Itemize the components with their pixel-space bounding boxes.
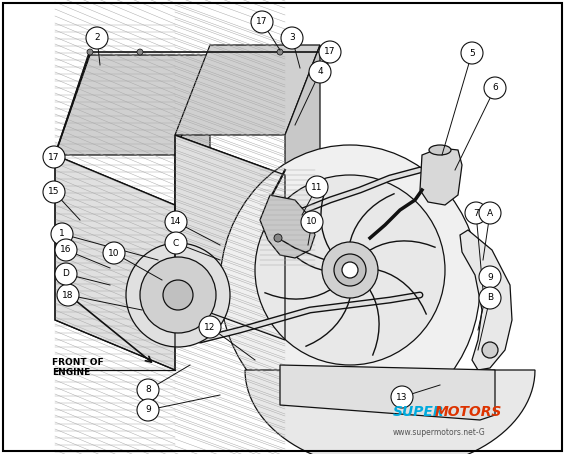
- Polygon shape: [280, 365, 495, 420]
- Polygon shape: [55, 155, 175, 370]
- Circle shape: [57, 284, 79, 306]
- Circle shape: [137, 49, 143, 55]
- Circle shape: [86, 27, 108, 49]
- Circle shape: [301, 211, 323, 233]
- Circle shape: [251, 11, 273, 33]
- Circle shape: [51, 223, 73, 245]
- Circle shape: [277, 49, 283, 55]
- Text: 16: 16: [60, 246, 72, 255]
- Circle shape: [319, 41, 341, 63]
- Circle shape: [484, 77, 506, 99]
- Text: D: D: [63, 270, 69, 278]
- Text: 9: 9: [145, 405, 151, 415]
- Polygon shape: [460, 230, 512, 370]
- Polygon shape: [55, 55, 210, 155]
- Circle shape: [87, 49, 93, 55]
- Text: 3: 3: [289, 34, 295, 43]
- Polygon shape: [285, 45, 320, 300]
- Circle shape: [306, 176, 328, 198]
- Circle shape: [55, 239, 77, 261]
- Text: 17: 17: [324, 48, 336, 56]
- Circle shape: [140, 257, 216, 333]
- Polygon shape: [260, 195, 315, 258]
- Text: 9: 9: [487, 272, 493, 281]
- Text: www.supermotors.net-G: www.supermotors.net-G: [393, 428, 485, 437]
- Text: 1: 1: [59, 230, 65, 238]
- Circle shape: [163, 280, 193, 310]
- Text: 6: 6: [492, 84, 498, 93]
- Text: 10: 10: [108, 248, 120, 257]
- Circle shape: [465, 202, 487, 224]
- Circle shape: [137, 379, 159, 401]
- Circle shape: [281, 27, 303, 49]
- Text: 7: 7: [473, 208, 479, 217]
- Text: 4: 4: [317, 68, 323, 77]
- Text: 5: 5: [469, 49, 475, 58]
- Polygon shape: [175, 45, 320, 135]
- Text: MOTORS: MOTORS: [434, 405, 502, 419]
- Polygon shape: [245, 370, 535, 454]
- Text: 15: 15: [48, 188, 60, 197]
- Text: 11: 11: [311, 183, 323, 192]
- Ellipse shape: [274, 212, 290, 223]
- Text: FRONT OF
ENGINE: FRONT OF ENGINE: [52, 358, 103, 377]
- Circle shape: [391, 386, 413, 408]
- Text: 2: 2: [94, 34, 100, 43]
- Circle shape: [165, 211, 187, 233]
- Circle shape: [479, 287, 501, 309]
- Circle shape: [482, 342, 498, 358]
- Circle shape: [43, 181, 65, 203]
- Circle shape: [165, 232, 187, 254]
- Circle shape: [137, 399, 159, 421]
- Circle shape: [342, 262, 358, 278]
- Circle shape: [199, 316, 221, 338]
- Text: 8: 8: [145, 385, 151, 395]
- Text: 10: 10: [306, 217, 318, 227]
- Text: 12: 12: [205, 322, 216, 331]
- Text: 17: 17: [48, 153, 60, 162]
- Circle shape: [309, 61, 331, 83]
- Circle shape: [126, 243, 230, 347]
- Circle shape: [322, 242, 378, 298]
- Text: 14: 14: [170, 217, 182, 227]
- Text: A: A: [487, 208, 493, 217]
- Circle shape: [103, 242, 125, 264]
- Circle shape: [55, 263, 77, 285]
- Circle shape: [479, 202, 501, 224]
- Circle shape: [461, 42, 483, 64]
- Ellipse shape: [429, 145, 451, 155]
- Circle shape: [334, 254, 366, 286]
- Circle shape: [43, 146, 65, 168]
- Circle shape: [274, 234, 282, 242]
- Polygon shape: [175, 55, 210, 320]
- Text: B: B: [487, 293, 493, 302]
- Polygon shape: [420, 148, 462, 205]
- Text: 18: 18: [62, 291, 74, 300]
- Circle shape: [479, 266, 501, 288]
- Circle shape: [255, 175, 445, 365]
- Circle shape: [322, 49, 328, 55]
- Text: 17: 17: [257, 18, 268, 26]
- Ellipse shape: [220, 145, 480, 425]
- Text: 13: 13: [396, 393, 408, 401]
- Polygon shape: [175, 135, 285, 340]
- Text: SUPER: SUPER: [393, 405, 444, 419]
- Text: C: C: [173, 238, 179, 247]
